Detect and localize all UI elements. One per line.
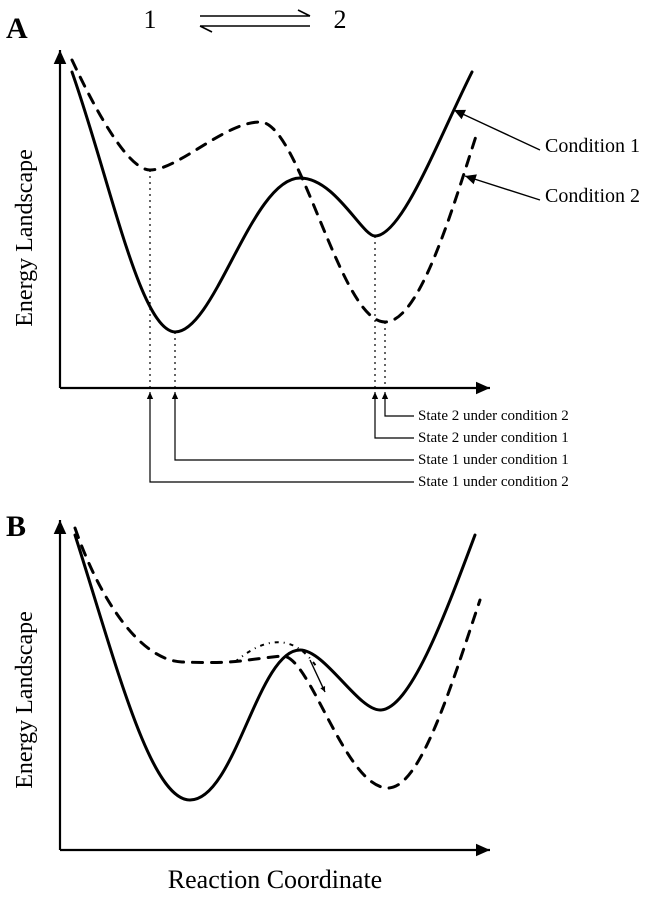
state-callout-label: State 1 under condition 2: [418, 474, 569, 490]
state-callout-label: State 2 under condition 1: [418, 430, 569, 446]
panel-a-label: A: [6, 12, 28, 45]
state-callout-label: State 2 under condition 2: [418, 408, 569, 424]
equilibrium-right-label: 2: [334, 5, 347, 34]
panel-a-y-label: Energy Landscape: [12, 149, 38, 326]
condition-callout-label: Condition 2: [545, 185, 640, 207]
state-callout-label: State 1 under condition 1: [418, 452, 569, 468]
callout-arrow-line: [454, 110, 540, 150]
figure-svg: 1 2 A Energy Landscape Condition 1 Condition …: [0, 0, 662, 900]
arrowhead: [382, 392, 388, 399]
panel-b-curve-dashed: [75, 528, 480, 788]
callout-arrowhead: [465, 174, 477, 184]
panel-b-label: B: [6, 510, 26, 543]
arrowhead: [172, 392, 178, 399]
panel-b-y-label: Energy Landscape: [12, 611, 38, 788]
arrowhead: [372, 392, 378, 399]
state-callout-connector: [175, 392, 414, 460]
arrowhead: [476, 382, 490, 395]
equilibrium-top-harpoon: [200, 10, 310, 16]
panel-b-x-label: Reaction Coordinate: [168, 865, 382, 894]
arrowhead: [54, 520, 67, 534]
panel-b-transition-hint: [235, 642, 316, 666]
arrowhead: [54, 50, 67, 64]
arrowhead: [147, 392, 153, 399]
equilibrium-bottom-harpoon: [200, 26, 310, 32]
panel-b-curve-solid: [75, 535, 475, 800]
state-callout-connector: [375, 392, 414, 438]
arrowhead: [476, 844, 490, 857]
condition-callout-label: Condition 1: [545, 135, 640, 157]
callout-arrow-line: [465, 176, 540, 200]
panel-a-curve-condition1: [72, 72, 472, 332]
figure-page: 1 2 A Energy Landscape Condition 1 Condition …: [0, 0, 662, 900]
state-callout-connector: [385, 392, 414, 416]
equilibrium-left-label: 1: [144, 5, 157, 34]
